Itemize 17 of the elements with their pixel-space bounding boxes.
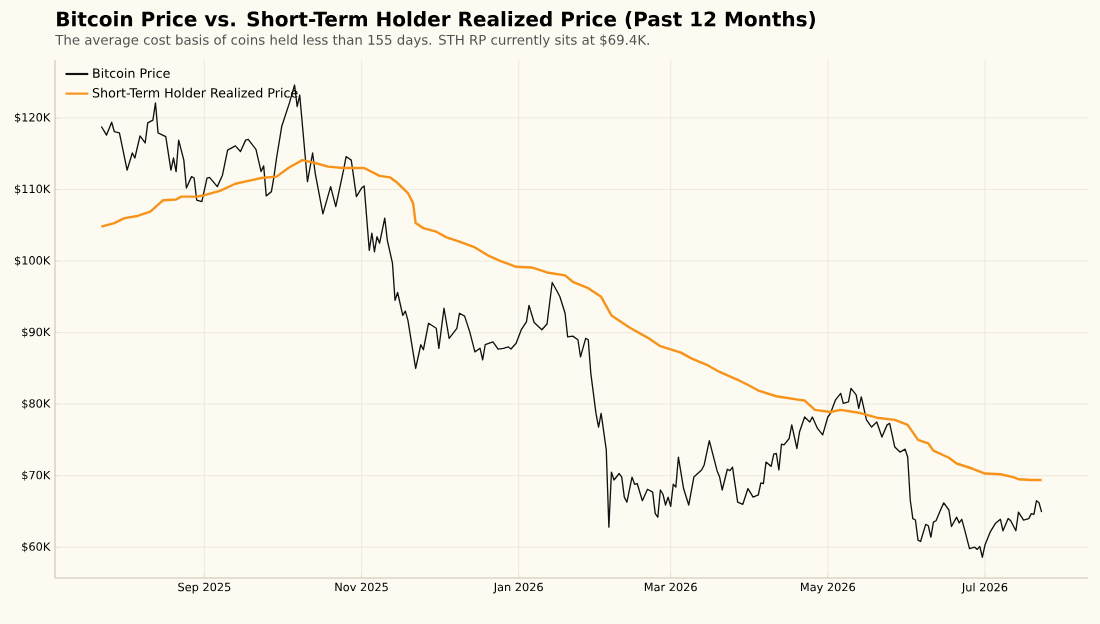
y-tick-label: $110K	[14, 184, 51, 195]
y-tick-label: $60K	[22, 542, 51, 553]
x-tick-label: Sep 2025	[178, 582, 231, 594]
legend-label: Bitcoin Price	[93, 68, 170, 78]
x-tick-label: May 2026	[801, 582, 856, 594]
y-tick-label: $90K	[22, 327, 51, 338]
x-tick-label: Jan 2026	[493, 582, 543, 594]
y-tick-label: $70K	[22, 470, 51, 481]
y-tick-label: $80K	[22, 398, 51, 410]
chart-title: Bitcoin Price vs. Short-Term Holder Realized Price (Past 12 Months)	[57, 11, 815, 29]
x-tick-label: Mar 2026	[644, 582, 697, 592]
x-tick-label: Jul 2026	[961, 582, 1008, 594]
y-tick-label: $100K	[14, 255, 51, 267]
chart-subtitle: The average cost basis of coins held less than 155 days. STH RP currently sits at $69.4K.	[55, 34, 649, 48]
line-series	[100, 158, 1043, 482]
y-tick-label: $120K	[14, 112, 51, 124]
x-tick-label: Nov 2025	[335, 582, 388, 592]
